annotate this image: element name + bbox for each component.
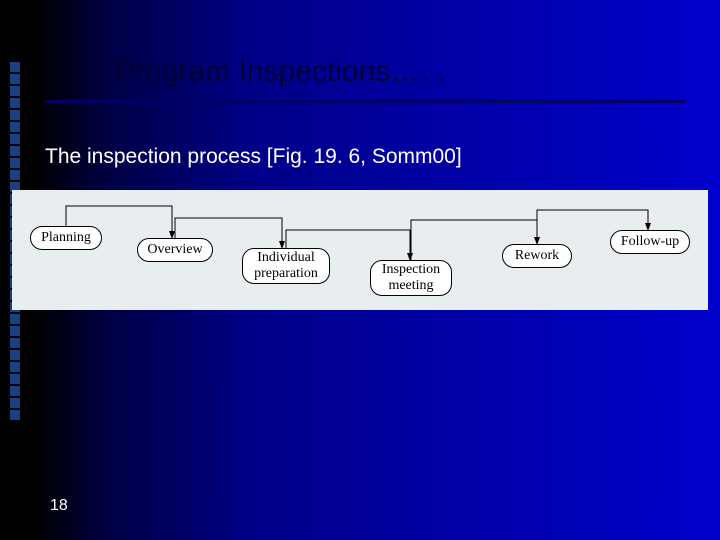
flowchart-arrows bbox=[12, 190, 708, 310]
bullet-square bbox=[10, 74, 20, 84]
bullet-square bbox=[10, 386, 20, 396]
bullet-square bbox=[10, 170, 20, 180]
bullet-square bbox=[10, 62, 20, 72]
title-underline bbox=[45, 100, 685, 103]
bullet-square bbox=[10, 122, 20, 132]
bullet-square bbox=[10, 374, 20, 384]
slide-title: . .Program Inspections…. . bbox=[90, 55, 445, 89]
bullet-square bbox=[10, 362, 20, 372]
bullet-square bbox=[10, 98, 20, 108]
flowchart-diagram: Planning Overview Individualpreparation Ins… bbox=[12, 190, 708, 310]
bullet-square bbox=[10, 350, 20, 360]
flowchart-node-individual: Individualpreparation bbox=[242, 248, 330, 284]
bullet-square bbox=[10, 146, 20, 156]
bullet-square bbox=[10, 158, 20, 168]
bullet-square bbox=[10, 410, 20, 420]
bullet-square bbox=[10, 326, 20, 336]
bullet-square bbox=[10, 134, 20, 144]
bullet-square bbox=[10, 110, 20, 120]
bullet-square bbox=[10, 314, 20, 324]
bullet-square bbox=[10, 398, 20, 408]
bullet-square bbox=[10, 338, 20, 348]
slide-subtitle: The inspection process [Fig. 19. 6, Somm… bbox=[45, 145, 462, 169]
flowchart-node-followup: Follow-up bbox=[610, 230, 690, 254]
page-number: 18 bbox=[50, 497, 68, 515]
flowchart-node-meeting: Inspectionmeeting bbox=[370, 260, 452, 296]
bullet-square bbox=[10, 86, 20, 96]
flowchart-node-planning: Planning bbox=[30, 226, 102, 250]
flowchart-node-rework: Rework bbox=[502, 244, 572, 268]
flowchart-node-overview: Overview bbox=[137, 238, 213, 262]
